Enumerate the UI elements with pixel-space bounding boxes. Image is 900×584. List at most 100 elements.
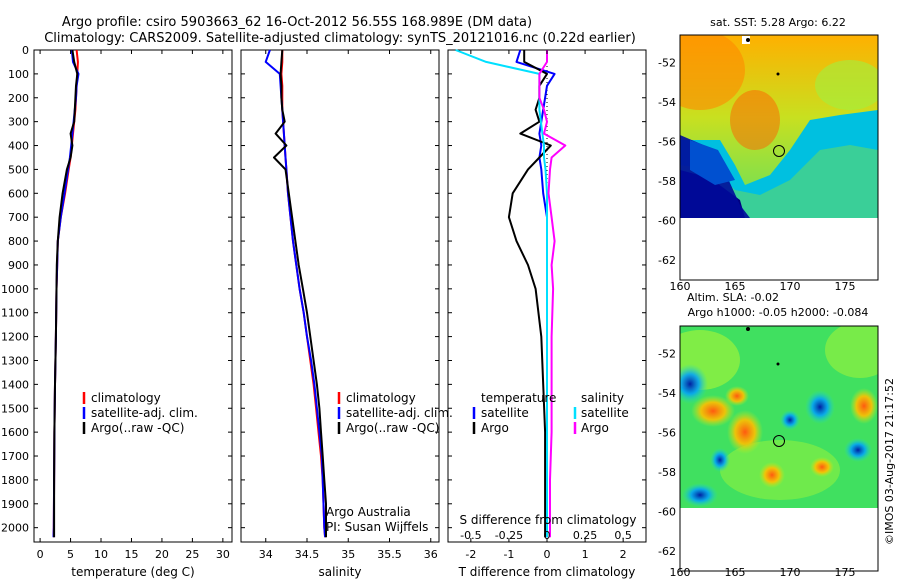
difference-x2-axis: -0.5 -0.25 0 0.25 0.5 xyxy=(460,529,632,542)
temperature-x-axis: 0 5 10 15 20 25 30 xyxy=(37,50,230,561)
map-lon-label: 165 xyxy=(725,280,746,293)
x-tick-label: 36 xyxy=(424,548,438,561)
salinity-legend: climatology satellite-adj. clim. Argo(..… xyxy=(326,391,453,534)
map-lon-label: 165 xyxy=(725,566,746,579)
annotation-argo-australia: Argo Australia xyxy=(326,505,411,519)
sst-map-frame xyxy=(679,34,879,281)
x-tick-label: 30 xyxy=(216,548,230,561)
x-tick-label: 20 xyxy=(155,548,169,561)
x2-tick-label: -0.25 xyxy=(495,529,523,542)
legend-satellite: satellite-adj. clim. xyxy=(91,406,198,420)
series-s-argo xyxy=(538,50,567,538)
x2-tick-label: 0.25 xyxy=(573,529,598,542)
depth-tick-label: 1000 xyxy=(1,283,29,296)
x-tick-label: 0 xyxy=(544,548,551,561)
sla-map-axes: 160 165 170 175 -52 -54 -56 -58 -60 -62 xyxy=(658,348,855,579)
x2-tick-label: 0.5 xyxy=(614,529,632,542)
sst-map-title: sat. SST: 5.28 Argo: 6.22 xyxy=(710,16,846,29)
legend-argo: Argo(..raw -QC) xyxy=(91,421,184,435)
map-lat-label: -56 xyxy=(658,427,676,440)
map-lat-label: -54 xyxy=(658,387,676,400)
legend-climatology: climatology xyxy=(346,391,416,405)
x2-tick-label: 0 xyxy=(544,529,551,542)
x-tick-label: 35.5 xyxy=(377,548,402,561)
sst-float-marker xyxy=(773,145,785,157)
sla-high-anomaly xyxy=(725,386,749,406)
x-tick-label: 34.5 xyxy=(295,548,320,561)
depth-tick-label: 900 xyxy=(8,259,29,272)
legend-argo: Argo(..raw -QC) xyxy=(346,421,439,435)
temperature-panel xyxy=(33,49,233,543)
sla-high-anomaly xyxy=(850,388,878,424)
sla-map-title: Altim. SLA: -0.02 xyxy=(687,291,779,304)
sst-warm-patch xyxy=(680,35,745,110)
x-tick-label: 34 xyxy=(259,548,273,561)
map-lat-label: -60 xyxy=(658,506,676,519)
sla-map-field xyxy=(680,326,878,508)
sst-cold-region xyxy=(690,140,735,185)
depth-tick-label: 1900 xyxy=(1,498,29,511)
map-lon-label: 160 xyxy=(670,280,691,293)
sla-low-anomaly xyxy=(805,390,835,424)
map-lat-label: -60 xyxy=(658,215,676,228)
depth-tick-label: 2000 xyxy=(1,522,29,535)
legend-temperature-title: temperature xyxy=(481,391,556,405)
sla-low-anomaly xyxy=(710,448,730,472)
sst-map-field xyxy=(680,35,878,218)
land-dot xyxy=(746,327,750,331)
map-lat-label: -56 xyxy=(658,136,676,149)
credit-text: ©IMOS 03-Aug-2017 21:17:52 xyxy=(883,378,896,545)
series-satellite-adj-clim- xyxy=(264,49,327,538)
map-lon-label: 170 xyxy=(780,566,801,579)
x-tick-label: 10 xyxy=(94,548,108,561)
x-tick-label: 5 xyxy=(67,548,74,561)
sla-high-anomaly xyxy=(691,395,735,427)
depth-tick-label: 600 xyxy=(8,187,29,200)
series-argo-raw-qc- xyxy=(53,49,79,538)
x-tick-label: 2 xyxy=(620,548,627,561)
depth-tick-label: 1600 xyxy=(1,426,29,439)
x-tick-label: -2 xyxy=(465,548,476,561)
depth-tick-label: 400 xyxy=(8,140,29,153)
map-lat-label: -52 xyxy=(658,348,676,361)
depth-tick-label: 1800 xyxy=(1,474,29,487)
legend-climatology: climatology xyxy=(91,391,161,405)
depth-tick-label: 1300 xyxy=(1,354,29,367)
annotation-pi: PI: Susan Wijffels xyxy=(326,520,428,534)
depth-tick-label: 500 xyxy=(8,163,29,176)
map-lat-label: -54 xyxy=(658,96,676,109)
figure-title-line2: Climatology: CARS2009. Satellite-adjuste… xyxy=(44,31,636,46)
land-dot xyxy=(776,72,780,76)
sst-mild-patch xyxy=(815,60,878,110)
sla-map-frame xyxy=(679,325,879,572)
depth-tick-label: 1700 xyxy=(1,450,29,463)
depth-tick-label: 800 xyxy=(8,235,29,248)
land-dot xyxy=(776,362,780,366)
salinity-series xyxy=(264,49,327,538)
depth-tick-label: 1200 xyxy=(1,331,29,344)
sst-map-axes: 160 165 170 175 -52 -54 -56 -58 -60 -62 xyxy=(658,57,855,293)
x-tick-label: 1 xyxy=(582,548,589,561)
depth-tick-label: 700 xyxy=(8,211,29,224)
x2-axis-label: S difference from climatology xyxy=(460,513,637,527)
map-lat-label: -62 xyxy=(658,254,676,267)
legend-satellite: satellite-adj. clim. xyxy=(346,406,453,420)
legend-t-satellite: satellite xyxy=(481,406,529,420)
x-tick-label: 0 xyxy=(37,548,44,561)
difference-axis-label: T difference from climatology xyxy=(458,565,636,579)
series-t-argo xyxy=(507,50,552,538)
depth-tick-label: 1100 xyxy=(1,307,29,320)
salinity-axis-label: salinity xyxy=(318,565,361,579)
sla-high-anomaly xyxy=(727,410,763,454)
salinity-panel xyxy=(240,49,440,543)
sla-low-anomaly xyxy=(780,410,800,430)
map-lat-label: -58 xyxy=(658,175,676,188)
legend-salinity-title: salinity xyxy=(581,391,624,405)
sst-warm-patch xyxy=(730,90,780,150)
x-tick-label: 25 xyxy=(185,548,199,561)
map-lon-label: 175 xyxy=(835,566,856,579)
temperature-axis-label: temperature (deg C) xyxy=(71,565,194,579)
difference-series xyxy=(455,49,567,538)
x-tick-label: -1 xyxy=(503,548,514,561)
